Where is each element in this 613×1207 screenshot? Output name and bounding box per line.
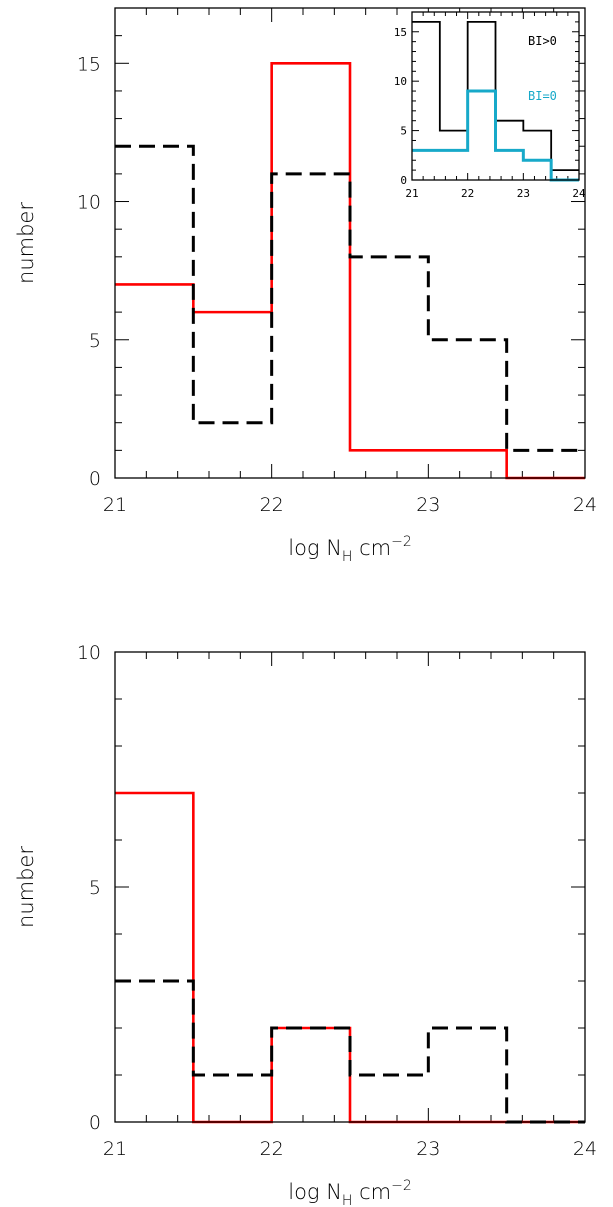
x-tick-label: 21 bbox=[405, 187, 418, 200]
top-panel-y-axis-label: number bbox=[14, 202, 38, 284]
inset-y-tick-labels: 0 5 10 15 bbox=[394, 26, 407, 187]
x-tick-label: 21 bbox=[103, 1138, 127, 1160]
x-tick-label: 23 bbox=[517, 187, 530, 200]
x-tick-label: 24 bbox=[573, 494, 597, 516]
x-tick-label: 22 bbox=[461, 187, 474, 200]
bottom-panel-y-tick-labels: 0 5 10 bbox=[77, 642, 101, 1134]
y-tick-label: 10 bbox=[394, 75, 407, 88]
top-panel-y-tick-labels: 0 5 10 15 bbox=[77, 53, 101, 490]
bottom-panel: 21 22 23 24 0 5 10 log NH cm−2 number bbox=[14, 642, 597, 1207]
top-panel-frame bbox=[114, 7, 586, 479]
x-tick-label: 23 bbox=[416, 1138, 440, 1160]
x-tick-label: 23 bbox=[416, 494, 440, 516]
series-1-step-line bbox=[115, 144, 585, 452]
inset-frame bbox=[411, 11, 580, 181]
y-tick-label: 10 bbox=[77, 192, 101, 214]
bottom-panel-series bbox=[115, 791, 585, 1124]
top-panel-series bbox=[115, 61, 585, 480]
y-tick-label: 5 bbox=[89, 877, 101, 899]
bottom-panel-x-axis-label: log NH cm−2 bbox=[288, 1178, 412, 1207]
inset-plot: 21 22 23 24 0 5 10 15 BI>0 BI=0 bbox=[394, 11, 586, 200]
inset-x-tick-labels: 21 22 23 24 bbox=[405, 187, 586, 200]
top-panel-x-axis-label: log NH cm−2 bbox=[288, 534, 412, 565]
series-0-step-line bbox=[412, 20, 579, 172]
y-tick-label: 0 bbox=[89, 468, 101, 490]
series-1-step-line bbox=[412, 89, 579, 182]
inset-legend-bi-eq-0: BI=0 bbox=[528, 89, 557, 103]
bottom-panel-x-tick-labels: 21 22 23 24 bbox=[103, 1138, 597, 1160]
series-1-step-line bbox=[115, 979, 585, 1124]
x-tick-label: 21 bbox=[103, 494, 127, 516]
y-tick-label: 0 bbox=[89, 1112, 101, 1134]
x-tick-label: 22 bbox=[260, 494, 284, 516]
inset-legend-bi-gt-0: BI>0 bbox=[528, 34, 557, 48]
inset-series bbox=[412, 20, 579, 182]
y-tick-label: 5 bbox=[89, 330, 101, 352]
x-tick-label: 22 bbox=[260, 1138, 284, 1160]
top-panel-x-tick-labels: 21 22 23 24 bbox=[103, 494, 597, 516]
x-tick-label: 24 bbox=[573, 1138, 597, 1160]
y-tick-label: 10 bbox=[77, 642, 101, 664]
bottom-panel-y-axis-label: number bbox=[14, 846, 38, 928]
y-tick-label: 0 bbox=[400, 174, 407, 187]
x-tick-label: 24 bbox=[572, 187, 586, 200]
series-0-step-line bbox=[115, 61, 585, 480]
y-tick-label: 15 bbox=[394, 26, 407, 39]
bottom-panel-frame bbox=[114, 651, 586, 1123]
y-tick-label: 5 bbox=[400, 125, 407, 138]
y-tick-label: 15 bbox=[77, 53, 101, 75]
